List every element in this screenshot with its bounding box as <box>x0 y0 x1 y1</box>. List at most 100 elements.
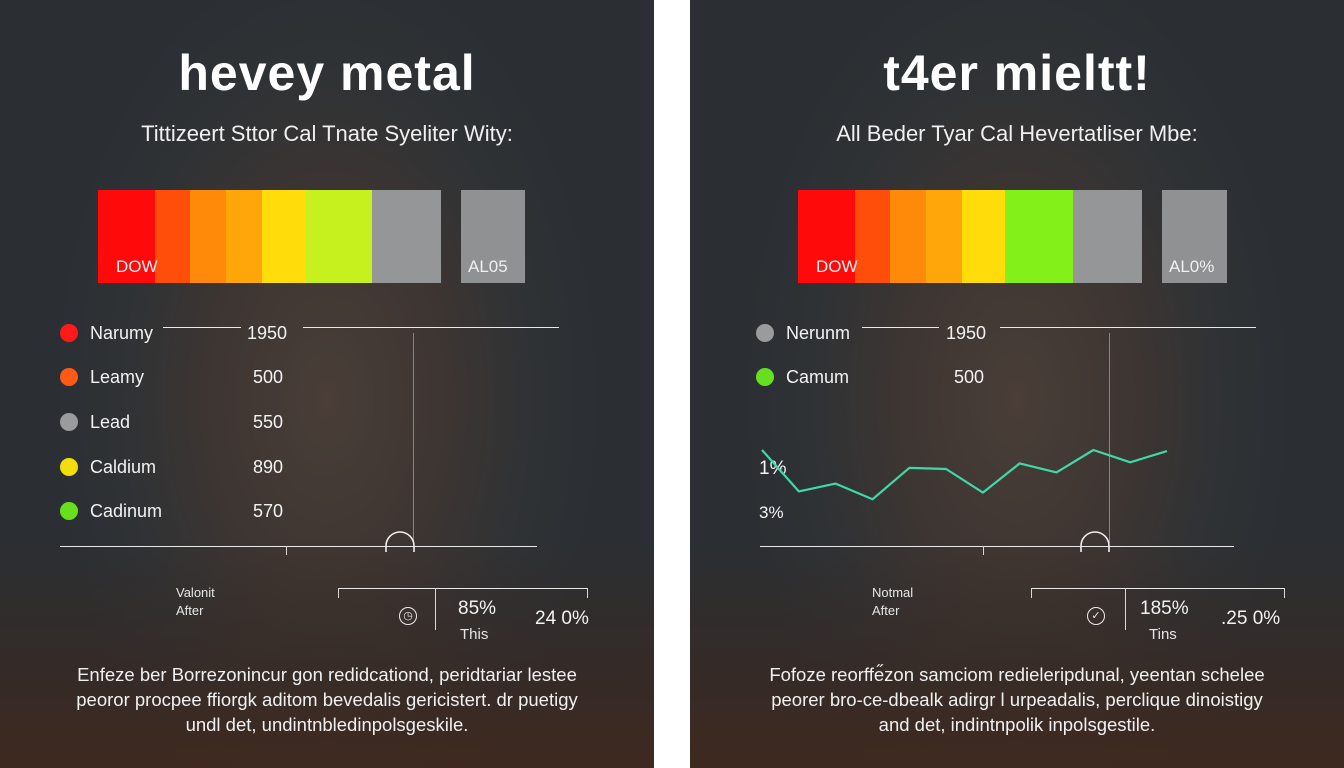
bar-segment <box>98 190 155 283</box>
legend-value: 1950 <box>247 323 288 343</box>
legend-item: Lead 550 <box>60 412 360 436</box>
bar-segment <box>798 190 855 283</box>
legend-item: Narumy 1950 <box>60 323 360 347</box>
legend-value: 500 <box>954 367 985 387</box>
clock-icon: ◷ <box>399 607 417 625</box>
paragraph-line: and det, indintnpolik inpolsgestile. <box>878 714 1156 735</box>
check-circle-icon: ✓ <box>1087 607 1105 625</box>
divider-line <box>163 327 241 328</box>
chart-label-bottom: 3% <box>759 503 784 522</box>
divider-line <box>413 333 414 543</box>
legend-value: 1950 <box>946 323 987 343</box>
bar-segment <box>372 190 441 283</box>
divider-line <box>1000 327 1256 328</box>
arc-marker-icon <box>1080 531 1110 552</box>
bar-label: DOW <box>116 257 158 276</box>
legend-dot <box>756 368 774 386</box>
bar-segment <box>890 190 926 283</box>
bar-segment <box>190 190 226 283</box>
arc-marker-icon <box>385 531 415 552</box>
panel-title: hevey metal <box>178 45 476 101</box>
trend-line <box>761 448 1168 501</box>
stats-label-bottom: After <box>176 603 204 618</box>
left-panel: hevey metal Tittizeert Sttor Cal Tnate S… <box>0 0 654 768</box>
chart-label-top: 1% <box>759 458 787 479</box>
stats-line <box>338 588 339 598</box>
bar-tail-box: AL0% <box>1162 190 1227 283</box>
legend-value: 500 <box>253 367 284 387</box>
stats-label-bottom: After <box>872 603 900 618</box>
bar-segment <box>306 190 372 283</box>
stats-side-value: 24 0% <box>535 608 589 629</box>
bar-segment <box>226 190 262 283</box>
paragraph-line: peorer bro-ce-dbealk adirgr l urpeadalis… <box>771 689 1263 710</box>
legend-item: Nerunm 1950 <box>756 323 1056 347</box>
legend-name: Leamy <box>90 367 145 387</box>
legend-item: Camum 500 <box>756 367 1056 391</box>
bar-segment <box>1073 190 1142 283</box>
stats-label-top: Valonit <box>176 585 215 600</box>
baseline-line <box>60 546 537 547</box>
tick-mark <box>286 546 287 555</box>
description-paragraph: Enfeze ber Borrezonincur gon redidcation… <box>0 662 654 737</box>
legend-dot <box>60 413 78 431</box>
legend-name: Camum <box>786 367 850 387</box>
paragraph-line: Enfeze ber Borrezonincur gon redidcation… <box>77 664 577 685</box>
stats-line <box>338 588 588 589</box>
panel-shade <box>0 538 654 768</box>
legend-name: Lead <box>90 412 131 432</box>
tick-mark <box>983 546 984 555</box>
bar-segment <box>262 190 306 283</box>
bar-tail-box: AL05 <box>461 190 525 283</box>
stats-line <box>435 588 436 630</box>
paragraph-line: undl det, undintnbledinpolsgeskile. <box>185 714 469 735</box>
stats-percent: 85% <box>458 598 497 619</box>
baseline-line <box>760 546 1234 547</box>
color-scale-bar: DOW <box>98 190 441 283</box>
legend-value: 550 <box>253 412 284 432</box>
panel-subtitle: Tittizeert Sttor Cal Tnate Syeliter Wity… <box>141 121 513 146</box>
divider-line <box>303 327 559 328</box>
legend-item: Leamy 500 <box>60 367 360 391</box>
stats-line <box>1031 588 1285 589</box>
bar-segment <box>962 190 1005 283</box>
legend-name: Nerunm <box>786 323 851 343</box>
stats-percent: 185% <box>1140 598 1189 619</box>
panel-shade <box>690 538 1344 768</box>
legend-item: Caldium 890 <box>60 457 360 481</box>
right-panel: t4er mieltt! All Beder Tyar Cal Hevertat… <box>690 0 1344 768</box>
paragraph-line: Fofoze reorffe̋zon samciom redieleripdun… <box>769 664 1265 685</box>
color-scale-bar: DOW <box>798 190 1142 283</box>
stats-side-value: .25 0% <box>1221 608 1281 629</box>
paragraph-line: peoror procpee ffiorgk aditom bevedalis … <box>76 689 578 710</box>
bar-segment <box>855 190 890 283</box>
legend-dot <box>756 324 774 342</box>
legend-name: Narumy <box>90 323 154 343</box>
stats-line <box>587 588 588 598</box>
bar-segment <box>1005 190 1073 283</box>
legend-dot <box>60 502 78 520</box>
legend-dot <box>60 324 78 342</box>
bar-label: DOW <box>816 257 858 276</box>
legend-name: Caldium <box>90 457 157 477</box>
stats-line <box>1125 588 1126 630</box>
bar-tail-label: AL0% <box>1169 257 1215 276</box>
stats-caption: This <box>460 626 489 643</box>
description-paragraph: Fofoze reorffe̋zon samciom redieleripdun… <box>690 662 1344 737</box>
legend-value: 890 <box>253 457 284 477</box>
bar-segment <box>926 190 962 283</box>
divider-line <box>1109 333 1110 543</box>
panel-title: t4er mieltt! <box>883 45 1151 101</box>
legend-item: Cadinum 570 <box>60 501 360 525</box>
stats-line <box>1031 588 1032 598</box>
panel-subtitle: All Beder Tyar Cal Hevertatliser Mbe: <box>836 121 1198 146</box>
bar-segment <box>155 190 190 283</box>
divider-line <box>862 327 939 328</box>
legend-dot <box>60 368 78 386</box>
stats-label-top: Notmal <box>872 585 914 600</box>
bar-tail-label: AL05 <box>468 257 508 276</box>
stats-line <box>1284 588 1285 598</box>
legend-value: 570 <box>253 501 284 521</box>
stats-caption: Tins <box>1149 626 1177 643</box>
trend-line-chart <box>761 448 1168 501</box>
